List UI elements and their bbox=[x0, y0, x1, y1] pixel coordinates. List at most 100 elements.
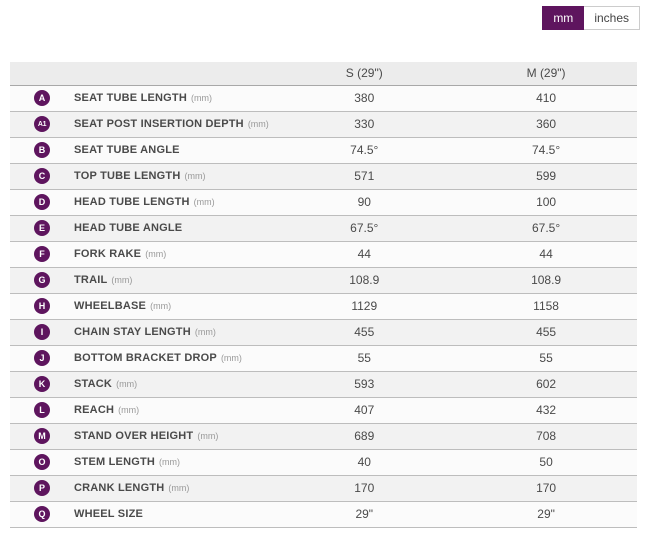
geometry-table: S (29") M (29") A SEAT TUBE LENGTH (mm) 38… bbox=[10, 62, 637, 528]
row-letter-badge: F bbox=[34, 246, 50, 262]
table-row: O STEM LENGTH (mm) 40 50 bbox=[10, 449, 637, 476]
table-row: Q WHEEL SIZE 29" 29" bbox=[10, 501, 637, 528]
row-letter-badge: L bbox=[34, 402, 50, 418]
table-row: H WHEELBASE (mm) 1129 1158 bbox=[10, 293, 637, 320]
row-letter-badge: O bbox=[34, 454, 50, 470]
row-value-m: 455 bbox=[455, 319, 637, 346]
table-row: E HEAD TUBE ANGLE 67.5° 67.5° bbox=[10, 215, 637, 242]
row-label: WHEEL SIZE bbox=[74, 508, 144, 520]
header-label-column bbox=[10, 62, 274, 86]
row-value-m: 100 bbox=[455, 189, 637, 216]
unit-toggle: mm inches bbox=[542, 6, 640, 30]
table-row: A1 SEAT POST INSERTION DEPTH (mm) 330 360 bbox=[10, 111, 637, 138]
row-value-s: 170 bbox=[273, 475, 456, 502]
row-unit-label: (mm) bbox=[194, 327, 216, 337]
row-letter-badge: D bbox=[34, 194, 50, 210]
table-row: I CHAIN STAY LENGTH (mm) 455 455 bbox=[10, 319, 637, 346]
table-row: L REACH (mm) 407 432 bbox=[10, 397, 637, 424]
table-row: K STACK (mm) 593 602 bbox=[10, 371, 637, 398]
row-value-m: 50 bbox=[455, 449, 637, 476]
row-label: WHEELBASE bbox=[74, 300, 147, 312]
row-label: STACK bbox=[74, 378, 113, 390]
row-unit-label: (mm) bbox=[111, 275, 133, 285]
row-value-s: 74.5° bbox=[273, 137, 456, 164]
row-value-m: 170 bbox=[455, 475, 637, 502]
table-row: M STAND OVER HEIGHT (mm) 689 708 bbox=[10, 423, 637, 450]
table-row: A SEAT TUBE LENGTH (mm) 380 410 bbox=[10, 85, 637, 112]
row-value-s: 40 bbox=[273, 449, 456, 476]
row-letter-badge: K bbox=[34, 376, 50, 392]
row-value-s: 593 bbox=[273, 371, 456, 398]
row-value-m: 599 bbox=[455, 163, 637, 190]
row-label: CHAIN STAY LENGTH bbox=[74, 326, 191, 338]
header-size-s: S (29") bbox=[273, 62, 456, 86]
row-unit-label: (mm) bbox=[197, 431, 219, 441]
row-value-m: 67.5° bbox=[455, 215, 637, 242]
row-letter-badge: A1 bbox=[34, 116, 50, 132]
table-header-row: S (29") M (29") bbox=[10, 62, 637, 86]
row-value-m: 410 bbox=[455, 85, 637, 112]
row-value-m: 74.5° bbox=[455, 137, 637, 164]
row-value-m: 602 bbox=[455, 371, 637, 398]
row-unit-label: (mm) bbox=[247, 119, 269, 129]
row-value-m: 708 bbox=[455, 423, 637, 450]
row-letter-badge: E bbox=[34, 220, 50, 236]
row-unit-label: (mm) bbox=[118, 405, 140, 415]
row-unit-label: (mm) bbox=[168, 483, 190, 493]
row-label: HEAD TUBE ANGLE bbox=[74, 222, 183, 234]
row-value-s: 689 bbox=[273, 423, 456, 450]
row-letter-badge: Q bbox=[34, 506, 50, 522]
row-label: BOTTOM BRACKET DROP bbox=[74, 352, 217, 364]
row-unit-label: (mm) bbox=[116, 379, 138, 389]
row-value-m: 55 bbox=[455, 345, 637, 372]
row-value-s: 44 bbox=[273, 241, 456, 268]
row-letter-badge: J bbox=[34, 350, 50, 366]
row-value-s: 330 bbox=[273, 111, 456, 138]
row-letter-badge: M bbox=[34, 428, 50, 444]
row-label: TRAIL bbox=[74, 274, 108, 286]
row-unit-label: (mm) bbox=[193, 197, 215, 207]
row-unit-label: (mm) bbox=[220, 353, 242, 363]
row-value-s: 380 bbox=[273, 85, 456, 112]
row-value-s: 55 bbox=[273, 345, 456, 372]
row-label: STEM LENGTH bbox=[74, 456, 156, 468]
table-row: G TRAIL (mm) 108.9 108.9 bbox=[10, 267, 637, 294]
row-label: TOP TUBE LENGTH bbox=[74, 170, 181, 182]
table-row: J BOTTOM BRACKET DROP (mm) 55 55 bbox=[10, 345, 637, 372]
row-value-s: 407 bbox=[273, 397, 456, 424]
row-label: SEAT POST INSERTION DEPTH bbox=[74, 118, 244, 130]
table-row: F FORK RAKE (mm) 44 44 bbox=[10, 241, 637, 268]
table-row: P CRANK LENGTH (mm) 170 170 bbox=[10, 475, 637, 502]
header-size-m: M (29") bbox=[455, 62, 637, 86]
row-letter-badge: G bbox=[34, 272, 50, 288]
row-label: HEAD TUBE LENGTH bbox=[74, 196, 190, 208]
row-value-m: 108.9 bbox=[455, 267, 637, 294]
row-unit-label: (mm) bbox=[145, 249, 167, 259]
table-row: B SEAT TUBE ANGLE 74.5° 74.5° bbox=[10, 137, 637, 164]
row-unit-label: (mm) bbox=[191, 93, 212, 103]
unit-toggle-mm[interactable]: mm bbox=[542, 6, 585, 30]
row-label: REACH bbox=[74, 404, 115, 416]
table-row: D HEAD TUBE LENGTH (mm) 90 100 bbox=[10, 189, 637, 216]
unit-toggle-inches[interactable]: inches bbox=[584, 6, 640, 30]
row-value-s: 1129 bbox=[273, 293, 456, 320]
row-value-s: 108.9 bbox=[273, 267, 456, 294]
row-unit-label: (mm) bbox=[150, 301, 172, 311]
row-label: SEAT TUBE ANGLE bbox=[74, 144, 180, 156]
row-value-s: 67.5° bbox=[273, 215, 456, 242]
row-value-m: 432 bbox=[455, 397, 637, 424]
row-unit-label: (mm) bbox=[159, 457, 181, 467]
row-value-m: 29" bbox=[455, 501, 637, 528]
row-value-s: 455 bbox=[273, 319, 456, 346]
row-letter-badge: I bbox=[34, 324, 50, 340]
row-value-s: 571 bbox=[273, 163, 456, 190]
row-letter-badge: C bbox=[34, 168, 50, 184]
row-label: STAND OVER HEIGHT bbox=[74, 430, 194, 442]
row-letter-badge: H bbox=[34, 298, 50, 314]
row-value-s: 90 bbox=[273, 189, 456, 216]
row-unit-label: (mm) bbox=[184, 171, 206, 181]
row-value-m: 360 bbox=[455, 111, 637, 138]
row-letter-badge: B bbox=[34, 142, 50, 158]
row-label: CRANK LENGTH bbox=[74, 482, 165, 494]
row-letter-badge: P bbox=[34, 480, 50, 496]
